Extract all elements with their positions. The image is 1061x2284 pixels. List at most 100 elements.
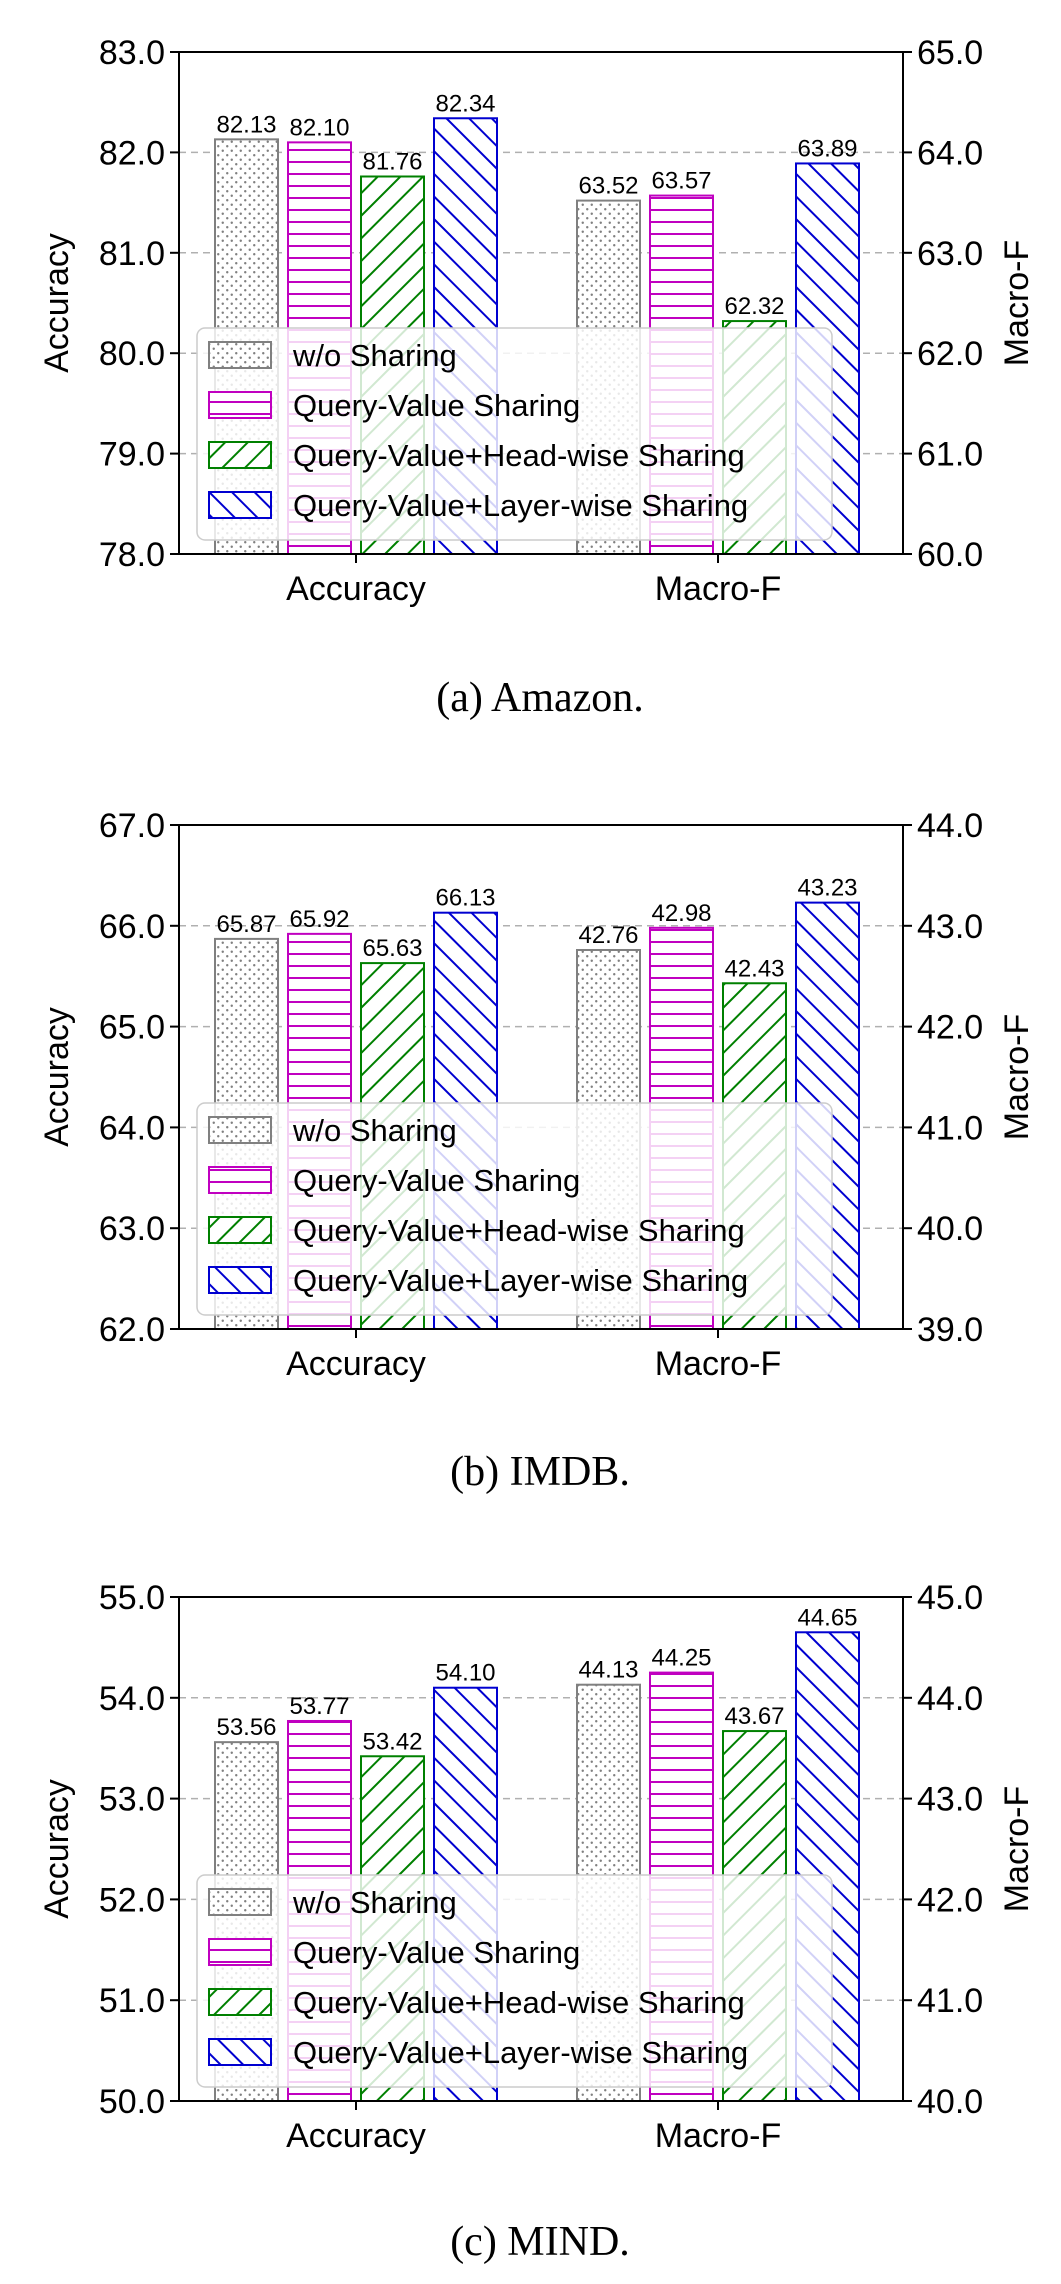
y-tick-label-left: 54.0 [99,1680,165,1718]
legend-label: Query-Value+Head-wise Sharing [293,1213,745,1248]
y-tick-label-left: 81.0 [99,235,165,273]
bar-value-label: 44.25 [651,1645,711,1672]
y-tick-label-left: 80.0 [99,335,165,373]
legend-swatch-hlines [208,1166,272,1194]
legend-box [196,327,833,541]
x-tick-label: Macro-F [655,570,782,608]
y-tick-label-right: 40.0 [917,2083,983,2121]
y-tick-label-right: 42.0 [917,1881,983,1919]
legend-swatch-fwd-hatch [208,441,272,469]
legend-label: Query-Value+Layer-wise Sharing [293,488,748,523]
y-axis-label-left: Accuracy [38,1007,76,1147]
x-tick-label: Accuracy [286,1345,426,1383]
y-tick-label-right: 45.0 [917,1579,983,1617]
legend-swatch-back-hatch [208,491,272,519]
bar-value-label: 82.34 [435,90,495,117]
axes-frame [178,824,904,1330]
y-tick-label-left: 82.0 [99,134,165,172]
y-axis-label-right: Macro-F [998,1014,1036,1141]
bar-value-label: 42.43 [724,955,784,982]
y-tick-label-left: 62.0 [99,1311,165,1349]
legend-swatch-dots [208,341,272,369]
bar-value-label: 82.10 [289,114,349,141]
y-tick-label-right: 41.0 [917,1982,983,2020]
bar-value-label: 82.13 [216,111,276,138]
y-tick-label-right: 63.0 [917,235,983,273]
axes-frame [178,51,904,555]
legend-label: Query-Value Sharing [293,1935,580,1970]
legend-label: Query-Value Sharing [293,1163,580,1198]
y-tick-label-left: 53.0 [99,1781,165,1819]
y-tick-label-left: 78.0 [99,536,165,574]
y-tick-label-right: 44.0 [917,807,983,845]
chart-panel-amazon: 82.13 63.52 82.10 63.57 81.76 62.32 82.34 63.89… [38,34,1036,721]
y-tick-label-right: 65.0 [917,34,983,72]
chart-panel-imdb: 65.87 42.76 65.92 42.98 65.63 42.43 66.13 43.23… [38,807,1036,1495]
legend-label: Query-Value+Head-wise Sharing [293,1985,745,2020]
y-tick-label-right: 64.0 [917,134,983,172]
bar-value-label: 42.76 [578,922,638,949]
y-tick-label-right: 43.0 [917,908,983,946]
axes-frame [178,1596,904,2102]
bar-value-label: 63.57 [651,168,711,195]
bar-value-label: 42.98 [651,900,711,927]
y-tick-label-left: 66.0 [99,908,165,946]
y-tick-label-left: 55.0 [99,1579,165,1617]
legend-swatch-dots [208,1116,272,1144]
legend-swatch-back-hatch [208,1266,272,1294]
legend-label: Query-Value+Layer-wise Sharing [293,1263,748,1298]
legend-box [196,1102,833,1316]
caption: (c) MIND. [450,2219,630,2265]
x-tick-label: Macro-F [655,1345,782,1383]
legend-swatch-dots [208,1888,272,1916]
bar-value-label: 54.10 [435,1660,495,1687]
bar-value-label: 65.87 [216,911,276,938]
y-tick-label-left: 52.0 [99,1881,165,1919]
y-tick-label-right: 39.0 [917,1311,983,1349]
bar-value-label: 44.65 [797,1604,857,1631]
caption: (a) Amazon. [436,675,644,721]
legend-label: Query-Value Sharing [293,388,580,423]
x-tick-label: Accuracy [286,2117,426,2155]
legend-box [196,1874,833,2088]
chart-panel-mind: 53.56 44.13 53.77 44.25 53.42 43.67 54.10 44.65… [38,1579,1036,2265]
y-tick-label-left: 51.0 [99,1982,165,2020]
y-axis-label-left: Accuracy [38,233,76,373]
bar-value-label: 62.32 [724,293,784,320]
legend-label: w/o Sharing [292,1113,457,1148]
bar-value-label: 44.13 [578,1657,638,1684]
legend-swatch-hlines [208,391,272,419]
y-tick-label-right: 40.0 [917,1210,983,1248]
bar-value-label: 66.13 [435,885,495,912]
y-tick-label-right: 62.0 [917,335,983,373]
y-tick-label-left: 64.0 [99,1109,165,1147]
y-tick-label-right: 41.0 [917,1109,983,1147]
y-tick-label-right: 42.0 [917,1009,983,1047]
y-tick-label-right: 43.0 [917,1781,983,1819]
legend-label: w/o Sharing [292,1885,457,1920]
y-tick-label-left: 83.0 [99,34,165,72]
bar-value-label: 65.92 [289,906,349,933]
bar-value-label: 63.89 [797,135,857,162]
y-tick-label-left: 67.0 [99,807,165,845]
bar-value-label: 65.63 [362,935,422,962]
y-tick-label-right: 61.0 [917,436,983,474]
bar-value-label: 53.42 [362,1728,422,1755]
y-tick-label-left: 50.0 [99,2083,165,2121]
bar-value-label: 43.67 [724,1703,784,1730]
legend-swatch-back-hatch [208,2038,272,2066]
caption: (b) IMDB. [450,1449,630,1495]
x-tick-label: Macro-F [655,2117,782,2155]
y-tick-label-right: 44.0 [917,1680,983,1718]
y-tick-label-left: 79.0 [99,436,165,474]
y-tick-label-left: 65.0 [99,1009,165,1047]
x-tick-label: Accuracy [286,570,426,608]
y-axis-label-left: Accuracy [38,1779,76,1919]
y-axis-label-right: Macro-F [998,240,1036,367]
legend-label: Query-Value+Layer-wise Sharing [293,2035,748,2070]
legend-swatch-fwd-hatch [208,1988,272,2016]
legend-label: Query-Value+Head-wise Sharing [293,438,745,473]
bar-value-label: 43.23 [797,875,857,902]
bar-value-label: 53.77 [289,1693,349,1720]
